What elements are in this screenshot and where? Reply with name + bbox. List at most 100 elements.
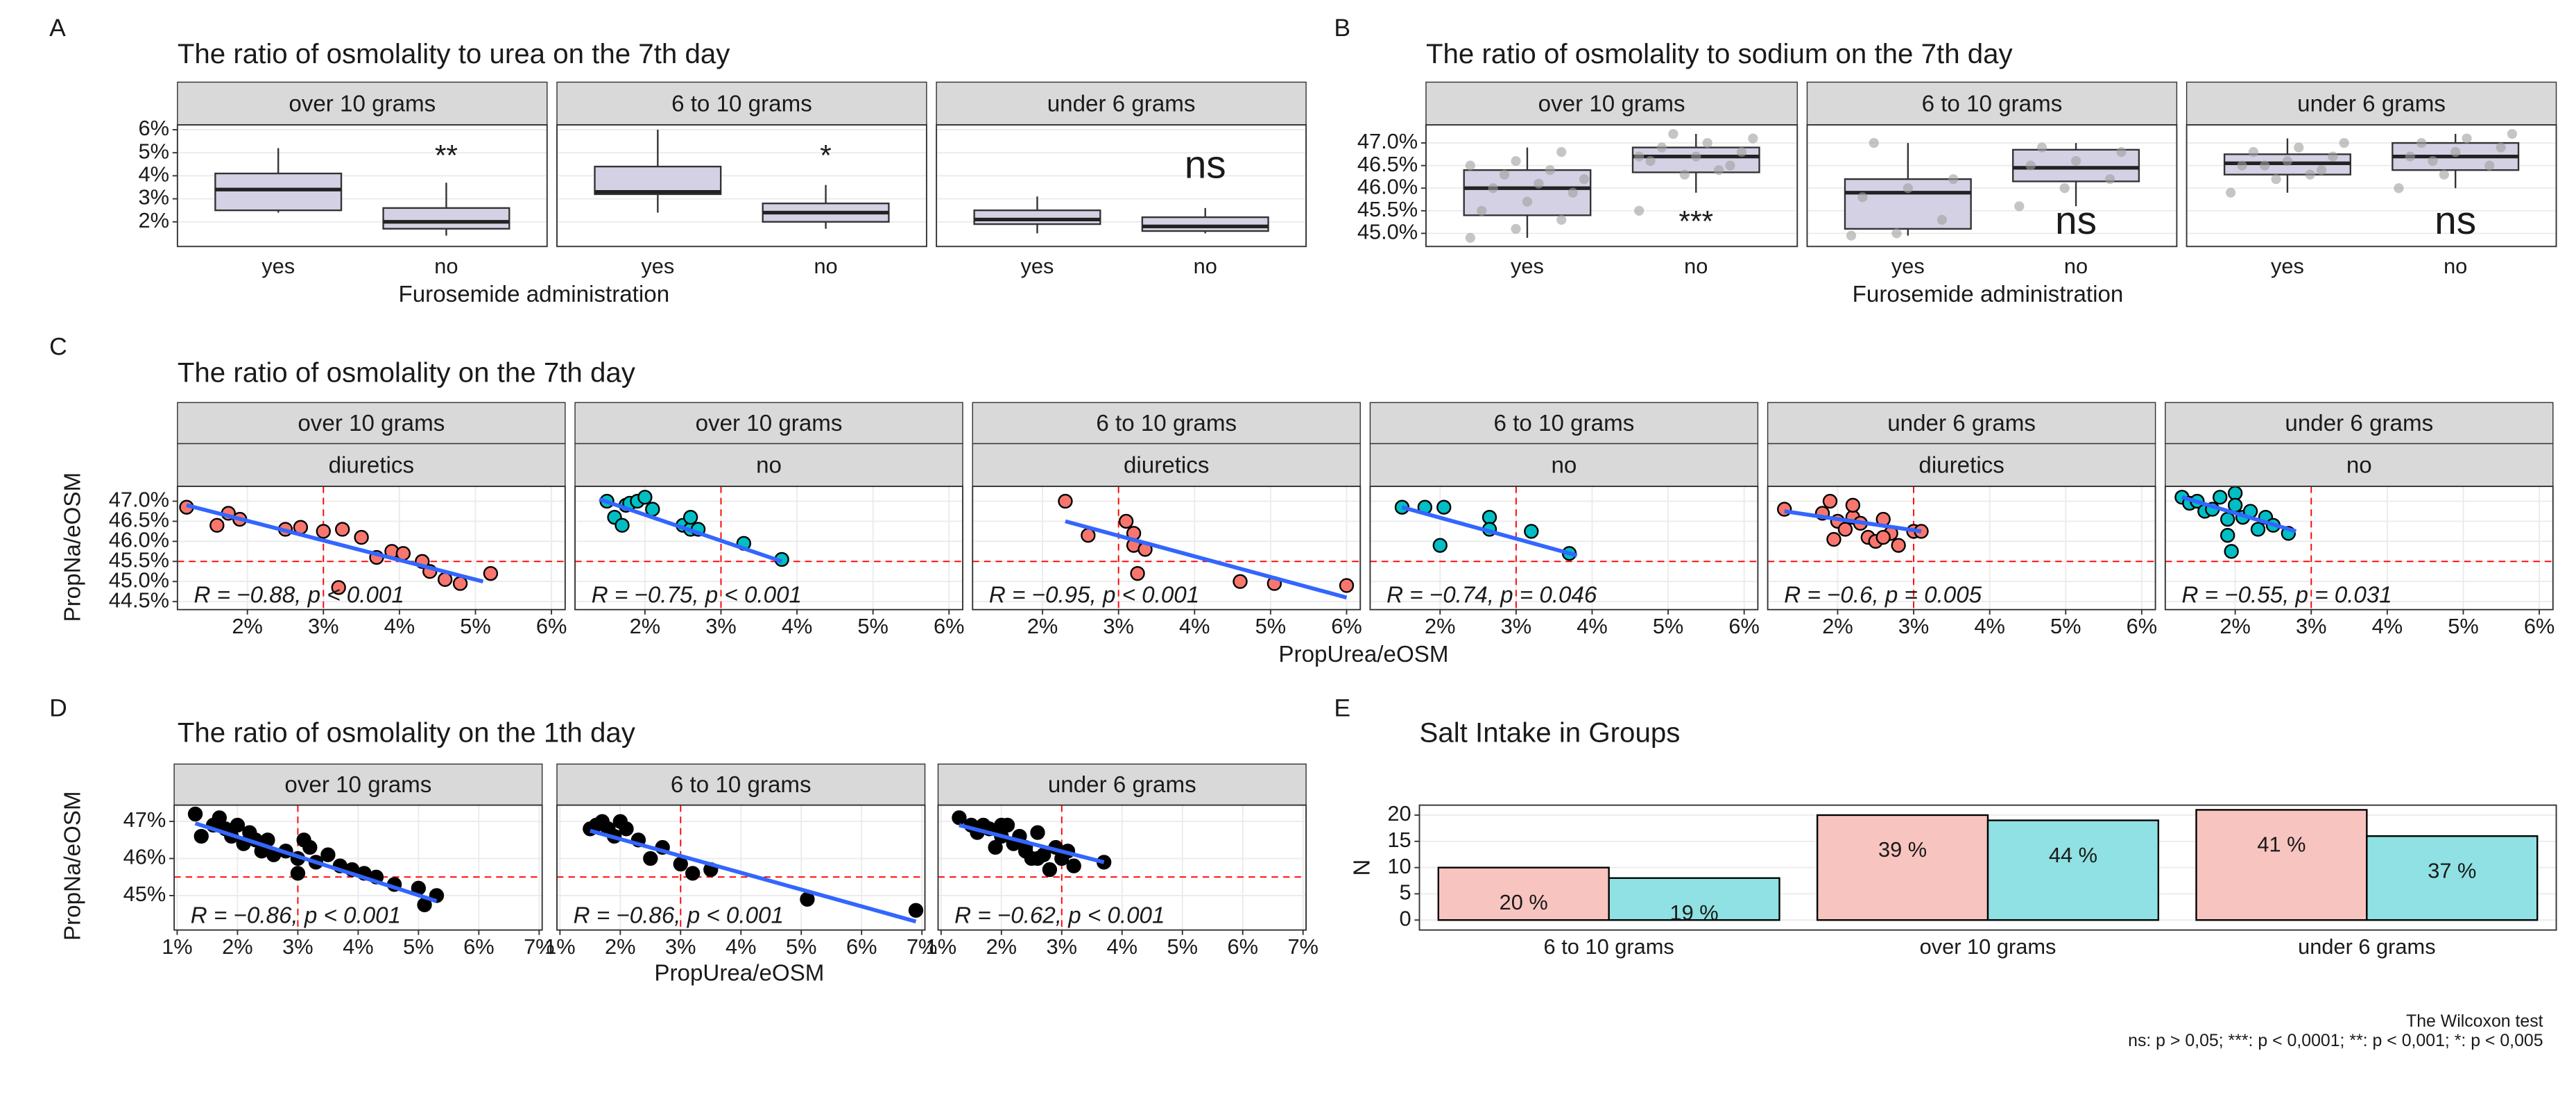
strip <box>177 443 566 487</box>
point <box>2271 174 2281 185</box>
x-tick-label: 2% <box>222 934 252 959</box>
point <box>1903 183 1913 194</box>
panel-border <box>1418 804 2557 931</box>
y-tick-label: 47% <box>123 807 166 832</box>
point <box>1058 493 1073 509</box>
x-axis-title: PropUrea/eOSM <box>654 960 824 986</box>
strip-label: diuretics <box>1918 452 2004 478</box>
strip <box>177 402 566 445</box>
strip-label: under 6 grams <box>1887 411 2036 436</box>
y-tick-label: 10 <box>1387 854 1411 878</box>
y-tick-label: 2% <box>138 208 169 232</box>
caption-line: The Wilcoxon test <box>2406 1011 2543 1031</box>
stat-label: R = −0.6, p = 0.005 <box>1784 583 1982 608</box>
stat-label: R = −0.86, p < 0.001 <box>191 903 401 928</box>
x-tick-label: 5% <box>857 614 888 638</box>
panel-border <box>1806 124 2178 248</box>
x-tick-label: 6% <box>2127 614 2158 638</box>
x-tick-label: 6 to 10 grams <box>1544 934 1674 959</box>
panel-border <box>2186 124 2557 248</box>
point <box>1948 174 1959 185</box>
panel-border <box>1425 124 1798 248</box>
strip <box>2165 443 2554 487</box>
point <box>1030 851 1045 866</box>
strip-label: under 6 grams <box>2297 91 2446 117</box>
point <box>1511 223 1521 234</box>
strip <box>2165 402 2554 445</box>
fit-line <box>2181 495 2297 533</box>
x-tick-label: 4% <box>1974 614 2004 638</box>
x-tick-label: 5% <box>460 614 490 638</box>
x-tick-label: 5% <box>786 934 817 959</box>
chart-title: The ratio of osmolality to urea on the 7… <box>178 38 730 69</box>
point <box>2226 187 2236 198</box>
y-tick-label: 47.0% <box>1357 129 1418 153</box>
x-tick-label: yes <box>1021 254 1054 278</box>
x-tick-label: 4% <box>782 614 813 638</box>
strip-label: 6 to 10 grams <box>1494 411 1635 436</box>
point <box>952 810 967 826</box>
panel-label: E <box>1334 694 1350 722</box>
strip <box>1767 443 2156 487</box>
x-tick-label: 4% <box>725 934 757 959</box>
point <box>1679 169 1690 180</box>
y-tick-label: 46.5% <box>1357 152 1418 176</box>
point <box>1339 578 1355 593</box>
point <box>2248 147 2259 157</box>
stat-label: R = −0.95, p < 0.001 <box>989 583 1199 608</box>
point <box>1579 174 1590 185</box>
bar <box>1986 819 2160 921</box>
x-tick-label: 7% <box>524 934 555 959</box>
point <box>2439 169 2449 180</box>
point <box>2250 522 2266 537</box>
point <box>1499 169 1510 180</box>
point <box>1857 192 1868 203</box>
point <box>335 522 350 537</box>
point <box>2036 142 2047 153</box>
x-tick-label: 2% <box>986 934 1017 959</box>
y-tick-label: 0 <box>1400 906 1411 930</box>
x-tick-label: no <box>1684 254 1708 278</box>
strip-label: 6 to 10 grams <box>671 772 812 798</box>
strip-label: under 6 grams <box>2285 411 2433 436</box>
point <box>187 806 203 822</box>
x-tick-label: 6% <box>934 614 965 638</box>
point <box>1042 862 1058 878</box>
strip-label: 6 to 10 grams <box>1922 91 2063 117</box>
x-tick-label: 2% <box>2219 614 2251 638</box>
point <box>908 903 924 918</box>
point <box>230 817 246 833</box>
x-tick-label: 6% <box>463 934 495 959</box>
x-tick-label: 4% <box>1577 614 1608 638</box>
x-tick-label: yes <box>1511 254 1544 278</box>
point <box>2394 183 2404 194</box>
x-tick-label: 2% <box>1425 614 1456 638</box>
strip-label: no <box>756 452 782 478</box>
fit-line <box>590 828 917 924</box>
box <box>1141 216 1269 232</box>
fit-line <box>186 503 484 583</box>
point <box>1118 513 1134 529</box>
strip <box>972 443 1361 487</box>
significance: ns <box>2435 199 2476 243</box>
x-tick-label: 4% <box>1179 614 1210 638</box>
panel-border <box>556 124 927 248</box>
y-axis-title: PropNa/eOSM <box>60 791 85 941</box>
x-tick-label: 2% <box>1027 614 1058 638</box>
significance: ** <box>435 139 458 173</box>
point <box>1725 160 1735 171</box>
x-tick-label: 3% <box>665 934 696 959</box>
x-tick-label: 3% <box>705 614 737 638</box>
x-tick-label: 4% <box>1107 934 1138 959</box>
strip <box>556 763 926 806</box>
point <box>316 524 331 539</box>
x-tick-label: 3% <box>2296 614 2327 638</box>
bar-label: 20 % <box>1500 890 1548 914</box>
significance: *** <box>1678 205 1713 238</box>
strip <box>1425 81 1798 126</box>
point <box>1846 230 1857 241</box>
strip-label: over 10 grams <box>284 772 431 798</box>
point <box>2260 160 2270 171</box>
x-tick-label: 5% <box>2050 614 2081 638</box>
chart-title: The ratio of osmolality to sodium on the… <box>1426 38 2013 69</box>
